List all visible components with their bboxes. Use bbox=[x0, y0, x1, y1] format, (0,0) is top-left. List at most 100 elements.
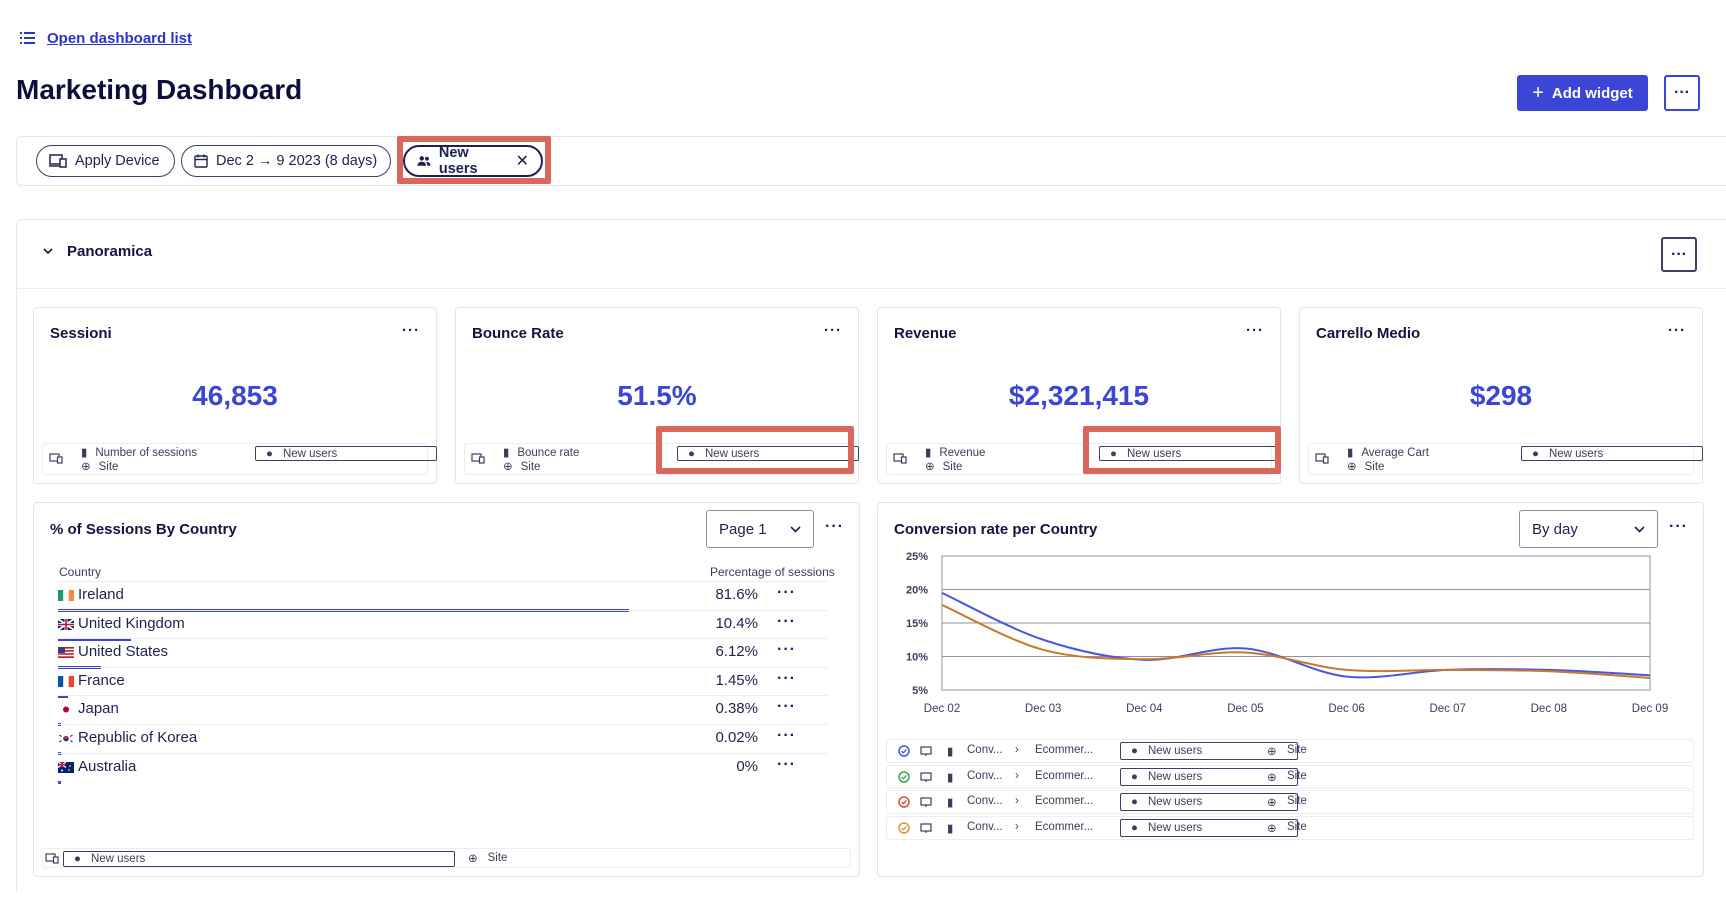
kpi-title: Carrello Medio bbox=[1316, 325, 1421, 342]
add-widget-button[interactable]: + Add widget bbox=[1517, 75, 1648, 111]
kpi-metric: Average Cart bbox=[1361, 447, 1429, 459]
open-dashboard-list-link[interactable]: Open dashboard list bbox=[20, 30, 192, 47]
granularity-select-value: By day bbox=[1532, 520, 1578, 538]
kpi-segment-label: New users bbox=[704, 447, 760, 460]
bar-chart-icon: ▮ bbox=[925, 447, 932, 459]
kpi-segment[interactable]: ● New users bbox=[677, 446, 859, 461]
row-menu-button[interactable]: ··· bbox=[777, 669, 796, 687]
kpi-menu-button[interactable]: ··· bbox=[1668, 322, 1686, 339]
kpi-metric: Bounce rate bbox=[517, 447, 580, 459]
x-tick-label: Dec 06 bbox=[1328, 703, 1364, 715]
y-tick-label: 10% bbox=[906, 652, 928, 664]
row-menu-button[interactable]: ··· bbox=[777, 584, 796, 601]
user-icon: ● bbox=[1532, 447, 1539, 460]
page-select-value: Page 1 bbox=[719, 520, 767, 538]
kpi-scope: Site bbox=[98, 461, 119, 473]
legend-row[interactable]: ▮ Conv... › Ecommer... ● New users ⊕ Site bbox=[886, 764, 1694, 789]
table-row: Ireland 81.6% ··· bbox=[58, 581, 828, 612]
kpi-card-bounce-rate: Bounce Rate ··· 51.5% ▮ Bounce rate ⊕ Site… bbox=[455, 307, 859, 484]
kpi-segment[interactable]: ● New users bbox=[1521, 446, 1703, 461]
kpi-footer: ▮ Average Cart ⊕ Site ● New users bbox=[1308, 443, 1703, 475]
column-header-country: Country bbox=[59, 565, 102, 579]
x-tick-label: Dec 04 bbox=[1126, 703, 1163, 715]
flag-ie-icon bbox=[58, 590, 74, 601]
card-menu-button[interactable]: ··· bbox=[1669, 518, 1688, 535]
legend-scope: Site bbox=[1287, 769, 1307, 782]
granularity-select[interactable]: By day bbox=[1519, 510, 1658, 548]
kpi-value: 51.5% bbox=[617, 380, 697, 411]
legend-row[interactable]: ▮ Conv... › Ecommer... ● New users ⊕ Site bbox=[886, 739, 1694, 763]
legend-segment-label: New users bbox=[1147, 770, 1203, 783]
country-name: United States bbox=[78, 643, 169, 661]
kpi-menu-button[interactable]: ··· bbox=[402, 322, 420, 339]
card-menu-button[interactable]: ··· bbox=[825, 518, 844, 535]
date-range-label: Dec 2 → 9 2023 (8 days) bbox=[216, 153, 378, 169]
row-menu-button[interactable]: ··· bbox=[777, 727, 796, 744]
legend-segment[interactable]: ● New users bbox=[1120, 742, 1298, 760]
kpi-value: $2,321,415 bbox=[1008, 380, 1150, 411]
kpi-title: Bounce Rate bbox=[472, 325, 564, 342]
flag-gb-icon bbox=[58, 618, 74, 630]
flag-fr-icon bbox=[58, 675, 74, 687]
page-select[interactable]: Page 1 bbox=[706, 510, 814, 548]
row-menu-button[interactable]: ··· bbox=[777, 755, 796, 773]
kpi-value: $298 bbox=[1469, 380, 1533, 411]
kpi-menu-button[interactable]: ··· bbox=[824, 322, 842, 339]
legend-segment[interactable]: ● New users bbox=[1120, 793, 1298, 811]
kpi-card-average-cart: Carrello Medio ··· $298 ▮ Average Cart ⊕ S… bbox=[1299, 307, 1703, 484]
country-name: United Kingdom bbox=[78, 614, 185, 632]
row-menu-button[interactable]: ··· bbox=[777, 641, 796, 659]
x-tick-label: Dec 03 bbox=[1025, 703, 1061, 715]
legend-metric: Conv... bbox=[967, 769, 1003, 782]
device-icon bbox=[1315, 453, 1329, 464]
kpi-segment[interactable]: ● New users bbox=[255, 446, 437, 461]
globe-icon: ⊕ bbox=[1267, 771, 1277, 784]
device-icon bbox=[471, 453, 485, 464]
more-icon: ··· bbox=[1671, 245, 1687, 263]
desktop-icon bbox=[920, 746, 932, 756]
footer-segment[interactable]: ● New users bbox=[63, 851, 455, 867]
row-menu-button[interactable]: ··· bbox=[777, 698, 796, 716]
bar-chart-icon: ▮ bbox=[947, 746, 954, 758]
chevron-right-icon: › bbox=[1015, 795, 1019, 807]
kpi-menu-button[interactable]: ··· bbox=[1246, 322, 1264, 339]
kpi-scope: Site bbox=[942, 461, 963, 473]
close-icon[interactable]: ✕ bbox=[515, 153, 529, 170]
y-tick-label: 5% bbox=[912, 685, 928, 697]
bar-chart-icon: ▮ bbox=[947, 771, 954, 784]
country-percentage: 1.45% bbox=[715, 671, 758, 689]
kpi-metric: Revenue bbox=[939, 447, 986, 459]
chevron-down-icon bbox=[43, 248, 53, 255]
all-devices-icon bbox=[920, 771, 932, 782]
dashboard-menu-button[interactable]: ··· bbox=[1664, 75, 1700, 111]
date-range-filter[interactable]: Dec 2 → 9 2023 (8 days) bbox=[181, 145, 391, 177]
check-circle-icon bbox=[898, 796, 910, 808]
table-row: Republic of Korea 0.02% ··· bbox=[58, 724, 828, 755]
legend-segment[interactable]: ● New users bbox=[1120, 767, 1298, 786]
kpi-segment-label: New users bbox=[1548, 447, 1604, 460]
kpi-footer: ▮ Number of sessions ⊕ Site ● New users bbox=[42, 443, 437, 475]
country-name: Japan bbox=[78, 700, 119, 718]
section-menu-button[interactable]: ··· bbox=[1661, 237, 1697, 272]
globe-icon: ⊕ bbox=[81, 461, 91, 473]
apply-device-filter[interactable]: Apply Device bbox=[36, 145, 175, 177]
section-toggle[interactable]: Panoramica bbox=[43, 243, 152, 260]
check-circle-icon bbox=[898, 770, 910, 783]
y-tick-label: 20% bbox=[906, 585, 928, 597]
x-tick-label: Dec 07 bbox=[1429, 703, 1465, 715]
legend-segment-label: New users bbox=[1147, 745, 1203, 757]
y-tick-label: 25% bbox=[906, 551, 928, 563]
check-circle-icon bbox=[898, 821, 910, 834]
row-menu-button[interactable]: ··· bbox=[777, 612, 796, 630]
legend-row[interactable]: ▮ Conv... › Ecommer... ● New users ⊕ Site bbox=[886, 815, 1694, 840]
legend-row[interactable]: ▮ Conv... › Ecommer... ● New users ⊕ Site bbox=[886, 790, 1694, 814]
legend-segment[interactable]: ● New users bbox=[1120, 818, 1298, 837]
chevron-down-icon bbox=[1634, 525, 1645, 533]
bar-chart-icon: ▮ bbox=[947, 797, 954, 809]
segment-filter-new-users[interactable]: New users ✕ bbox=[403, 145, 543, 177]
x-tick-label: Dec 05 bbox=[1227, 703, 1263, 715]
user-icon: ● bbox=[74, 853, 81, 865]
kpi-segment[interactable]: ● New users bbox=[1099, 446, 1281, 461]
all-devices-icon bbox=[920, 797, 932, 807]
legend-segment-label: New users bbox=[1147, 796, 1203, 808]
